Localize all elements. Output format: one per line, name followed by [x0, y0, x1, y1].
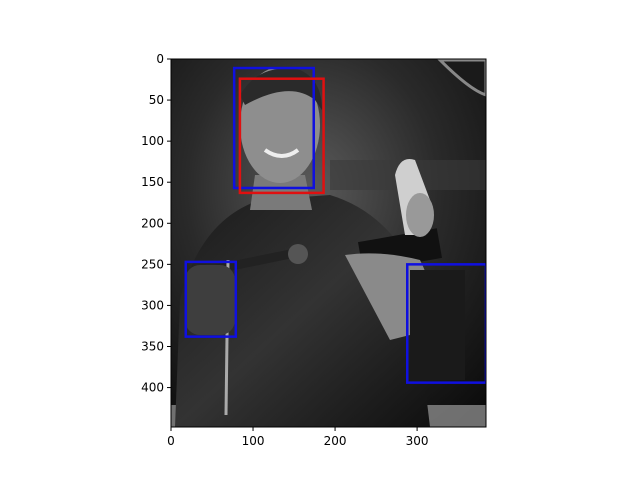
y-tick-label: 0	[156, 52, 164, 66]
y-tick-label: 350	[141, 340, 164, 354]
box-blue-left-hand	[184, 260, 238, 338]
bounding-boxes	[184, 66, 486, 384]
y-axis: 0 50 100 150 200 250 300 350 400	[141, 52, 171, 395]
y-tick-label: 400	[141, 381, 164, 395]
y-tick-label: 50	[149, 93, 164, 107]
y-tick-label: 100	[141, 134, 164, 148]
x-tick-label: 0	[167, 434, 175, 448]
x-tick-label: 300	[406, 434, 429, 448]
box-red-face	[238, 77, 325, 195]
y-tick-label: 250	[141, 257, 164, 271]
y-tick-label: 300	[141, 298, 164, 312]
box-blue-face	[232, 66, 315, 190]
axes-frame	[170, 58, 487, 428]
y-tick-label: 150	[141, 175, 164, 189]
photo-image	[171, 59, 486, 427]
x-tick-label: 100	[242, 434, 265, 448]
box-blue-right-hand	[406, 263, 486, 384]
y-tick-label: 200	[141, 216, 164, 230]
x-axis: 0 100 200 300	[167, 427, 429, 448]
x-tick-label: 200	[324, 434, 347, 448]
